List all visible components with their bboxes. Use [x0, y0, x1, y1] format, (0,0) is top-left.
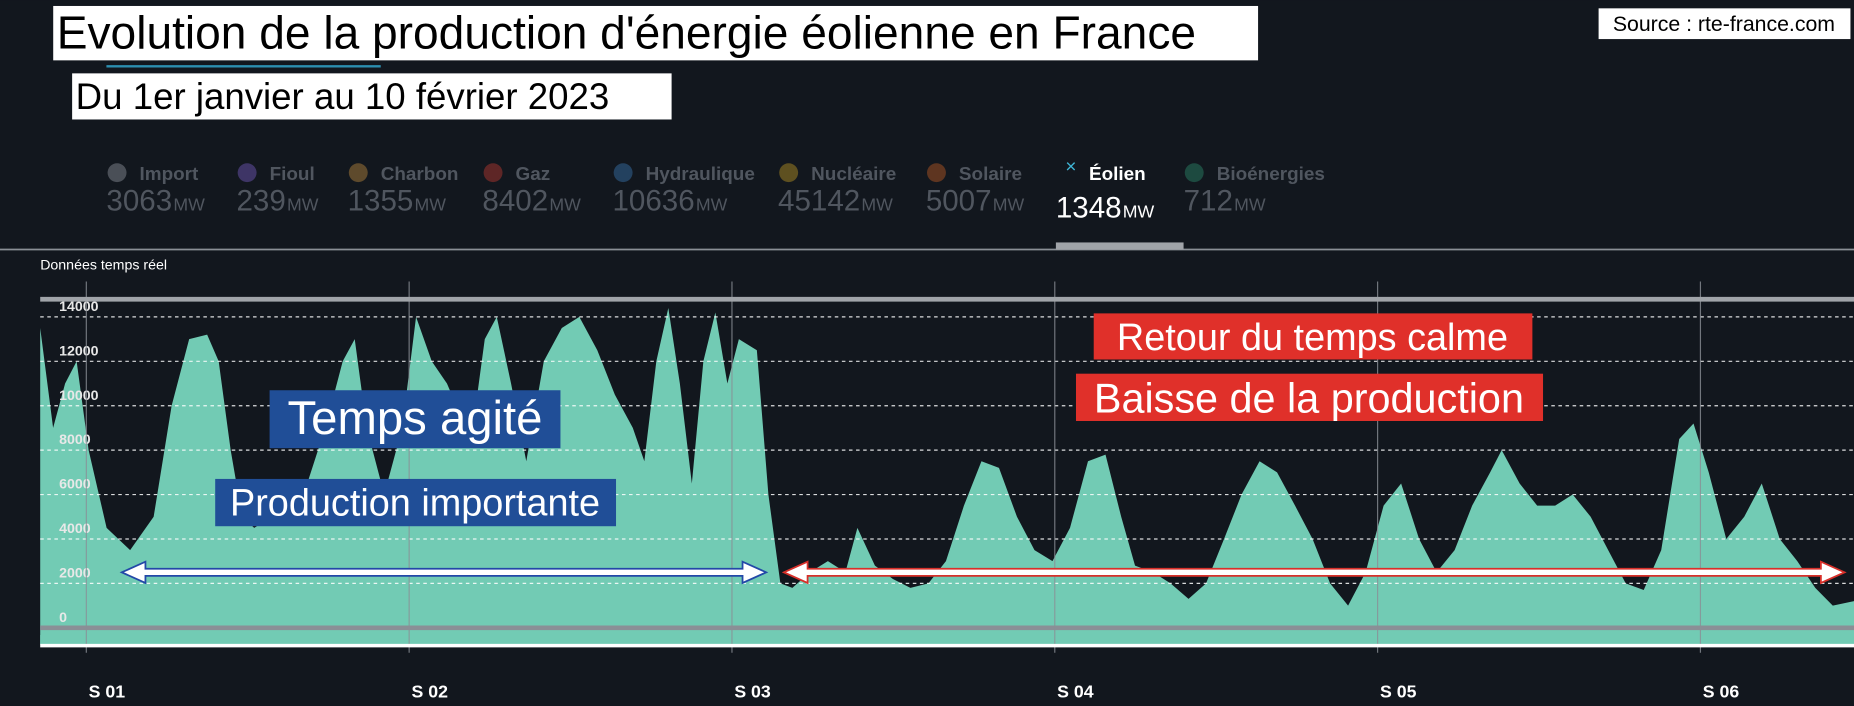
tab-icon: [348, 163, 368, 183]
tab-value: 1355: [348, 185, 414, 218]
tab-icon: [613, 163, 633, 183]
annotation: Retour du temps calme: [1117, 317, 1508, 359]
tab-label: Éolien: [1089, 163, 1146, 185]
tab-unit: MW: [287, 195, 319, 215]
tab-value: 5007: [926, 185, 992, 218]
y-tick-label: 4000: [59, 521, 91, 537]
tab-unit: MW: [549, 195, 581, 215]
y-tick-label: 8000: [59, 432, 91, 448]
tab-value: 712: [1184, 185, 1233, 218]
source-box: [1598, 8, 1851, 40]
plot-label: Données temps réel: [40, 258, 167, 274]
annotation-box: [269, 390, 561, 449]
y-tick-label: 0: [59, 610, 67, 626]
tab-value: 45142: [778, 185, 860, 218]
annotation: Baisse de la production: [1094, 376, 1524, 422]
active-icon: ×: [1065, 157, 1076, 178]
y-tick-label: 12000: [59, 343, 99, 359]
tab-unit: MW: [696, 195, 728, 215]
x-tick-label: S 05: [1380, 682, 1417, 702]
y-tick-label: 6000: [59, 477, 91, 493]
title-box: [53, 5, 1259, 61]
tab-value: 8402: [482, 185, 548, 218]
y-tick-label: 10000: [59, 388, 99, 404]
tab-label: Import: [140, 164, 200, 185]
tab-icon: [1184, 163, 1204, 183]
x-tick-label: S 06: [1703, 682, 1740, 702]
annotation-box: [1093, 313, 1533, 360]
tab-value: 1348: [1056, 192, 1122, 225]
tab-label: Bioénergies: [1217, 164, 1325, 185]
tab-value: 10636: [612, 185, 694, 218]
tab-icon: [927, 163, 946, 183]
tab-unit: MW: [415, 195, 447, 215]
tab-label: Charbon: [381, 164, 459, 185]
range-arrow: [119, 560, 769, 585]
x-tick-label: S 01: [89, 682, 126, 702]
y-tick-label: 14000: [59, 299, 99, 315]
tab-unit: MW: [861, 195, 893, 215]
tab-value: 3063: [106, 185, 172, 218]
tab-unit: MW: [1234, 195, 1266, 215]
tab-label: Nucléaire: [811, 164, 896, 185]
annotation-box: [215, 478, 617, 527]
subtitle-box: [72, 73, 672, 120]
tab-unit: MW: [993, 195, 1025, 215]
tab-unit: MW: [173, 195, 205, 215]
chart-subtitle: Du 1er janvier au 10 février 2023: [76, 76, 610, 117]
x-tick-label: S 03: [734, 682, 771, 702]
tab-label: Solaire: [959, 164, 1022, 185]
x-tick-label: S 02: [412, 682, 449, 702]
y-tick-label: 2000: [59, 565, 91, 581]
tab-value: 239: [236, 185, 285, 218]
tab-icon: [107, 163, 127, 183]
annotation: Production importante: [230, 483, 600, 525]
annotation-box: [1075, 373, 1544, 421]
chart-title: Evolution de la production d'énergie éol…: [57, 7, 1196, 59]
tab-label: Hydraulique: [646, 164, 755, 185]
annotation: Temps agité: [288, 392, 543, 445]
active-underline: [1055, 242, 1184, 250]
tab-label: Gaz: [516, 164, 551, 185]
tab-icon: [237, 163, 257, 183]
range-arrow: [781, 560, 1847, 585]
tab-icon: [779, 163, 799, 183]
tab-label: Fioul: [270, 164, 315, 185]
x-tick-label: S 04: [1057, 682, 1094, 702]
tab-unit: MW: [1123, 202, 1155, 222]
tab-icon: [483, 163, 503, 183]
source: Source : rte-france.com: [1613, 12, 1835, 36]
annotations: Temps agité Production importante Retour…: [119, 313, 1847, 585]
